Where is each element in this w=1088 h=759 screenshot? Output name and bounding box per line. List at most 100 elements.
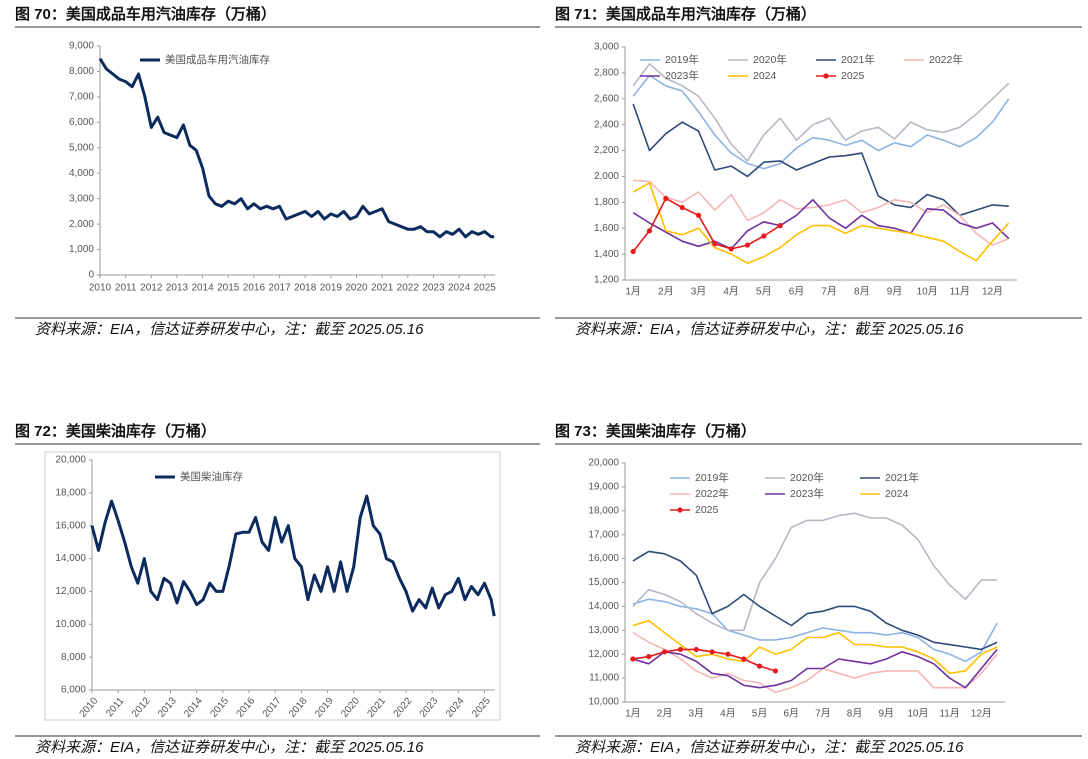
series-line bbox=[90, 494, 496, 617]
point-marker bbox=[777, 223, 783, 229]
x-tick-label: 1月 bbox=[625, 708, 641, 720]
y-tick-label: 6,000 bbox=[69, 117, 94, 128]
legend-label: 2020年 bbox=[753, 53, 787, 66]
x-tick-label: 2018 bbox=[294, 283, 317, 294]
series-line bbox=[632, 63, 1010, 162]
chart-frame bbox=[44, 451, 501, 721]
x-tick-label: 9月 bbox=[878, 708, 894, 720]
point-marker bbox=[646, 653, 652, 660]
x-tick-label: 11月 bbox=[950, 286, 970, 298]
x-tick-label: 6月 bbox=[783, 708, 799, 720]
point-marker bbox=[709, 649, 715, 655]
series-line bbox=[632, 182, 1010, 264]
y-tick-label: 8,000 bbox=[61, 652, 86, 663]
figure-title: 图 70：美国成品车用汽油库存（万桶） bbox=[15, 5, 276, 23]
series-line bbox=[632, 198, 1010, 250]
point-marker bbox=[725, 651, 731, 657]
y-tick-label: 7,000 bbox=[69, 92, 94, 103]
x-tick-label: 5月 bbox=[752, 708, 768, 720]
x-tick-label: 2020 bbox=[339, 695, 362, 719]
x-tick-label: 2019 bbox=[313, 695, 336, 719]
point-marker bbox=[661, 649, 668, 655]
point-marker bbox=[646, 228, 653, 234]
x-tick-label: 2010 bbox=[89, 283, 112, 294]
y-tick-label: 14,000 bbox=[588, 601, 619, 612]
x-tick-label: 2016 bbox=[243, 283, 266, 294]
x-tick-label: 12月 bbox=[971, 708, 992, 720]
legend-label: 2019年 bbox=[695, 471, 729, 484]
y-tick-label: 1,600 bbox=[594, 223, 619, 234]
x-tick-label: 2023 bbox=[422, 283, 445, 294]
legend-label: 2019年 bbox=[665, 53, 699, 66]
x-tick-label: 2022 bbox=[392, 695, 415, 719]
y-tick-label: 20,000 bbox=[588, 458, 619, 469]
source-note: 资料来源：EIA，信达证券研发中心，注：截至 2025.05.16 bbox=[35, 739, 424, 756]
series-line bbox=[632, 648, 776, 672]
series-line bbox=[632, 648, 998, 689]
x-tick-label: 1月 bbox=[625, 286, 641, 298]
x-tick-label: 10月 bbox=[907, 708, 928, 720]
x-tick-label: 2014 bbox=[191, 283, 214, 294]
y-tick-label: 6,000 bbox=[61, 685, 86, 696]
y-tick-label: 12,000 bbox=[588, 649, 619, 660]
source-note: 资料来源：EIA，信达证券研发中心，注：截至 2025.05.16 bbox=[575, 321, 964, 338]
point-marker bbox=[756, 663, 763, 669]
point-marker bbox=[772, 668, 779, 674]
point-marker bbox=[744, 242, 751, 248]
y-tick-label: 2,000 bbox=[69, 219, 94, 230]
x-tick-label: 2017 bbox=[268, 283, 291, 294]
legend-label: 2021年 bbox=[841, 53, 875, 66]
x-tick-label: 3月 bbox=[691, 286, 707, 298]
series-line bbox=[632, 632, 998, 694]
y-tick-label: 20,000 bbox=[55, 455, 86, 466]
y-tick-label: 16,000 bbox=[588, 553, 619, 564]
x-tick-label: 5月 bbox=[756, 286, 772, 298]
y-tick-label: 10,000 bbox=[588, 697, 619, 708]
y-tick-label: 2,200 bbox=[594, 145, 619, 156]
point-marker bbox=[761, 233, 767, 239]
x-tick-label: 9月 bbox=[887, 286, 903, 298]
point-marker bbox=[630, 656, 636, 662]
y-tick-label: 4,000 bbox=[69, 168, 94, 179]
legend-label: 美国柴油库存 bbox=[180, 470, 243, 483]
y-tick-label: 14,000 bbox=[55, 553, 86, 564]
y-tick-label: 9,000 bbox=[69, 41, 94, 52]
point-marker bbox=[630, 248, 636, 255]
y-tick-label: 2,600 bbox=[594, 93, 619, 104]
y-tick-label: 1,200 bbox=[594, 275, 619, 286]
x-tick-label: 2018 bbox=[287, 695, 310, 719]
x-tick-label: 4月 bbox=[723, 286, 739, 298]
x-tick-label: 2015 bbox=[217, 283, 240, 294]
series-line bbox=[632, 598, 998, 663]
x-tick-label: 2024 bbox=[444, 695, 467, 719]
y-tick-label: 18,000 bbox=[55, 487, 86, 498]
x-tick-label: 8月 bbox=[847, 708, 863, 720]
legend-label: 2020年 bbox=[790, 471, 824, 484]
x-tick-label: 2023 bbox=[418, 695, 441, 719]
y-tick-label: 2,000 bbox=[594, 171, 619, 182]
y-tick-label: 15,000 bbox=[588, 577, 619, 588]
y-tick-label: 1,800 bbox=[594, 197, 619, 208]
y-tick-label: 17,000 bbox=[588, 529, 619, 540]
series-line bbox=[632, 74, 1010, 170]
x-tick-label: 7月 bbox=[815, 708, 831, 720]
y-tick-label: 8,000 bbox=[69, 66, 94, 77]
series-line bbox=[632, 619, 998, 675]
legend-marker bbox=[823, 73, 829, 79]
series-line bbox=[633, 179, 1010, 246]
x-tick-label: 2月 bbox=[658, 286, 674, 298]
x-tick-label: 2021 bbox=[365, 695, 388, 719]
y-tick-label: 3,000 bbox=[69, 193, 94, 204]
y-tick-label: 1,400 bbox=[594, 249, 619, 260]
legend-label: 2025 bbox=[841, 70, 865, 82]
point-marker bbox=[728, 246, 734, 252]
x-tick-label: 2025 bbox=[474, 283, 497, 294]
legend-label: 2025 bbox=[695, 504, 719, 516]
legend-marker bbox=[677, 507, 683, 513]
x-tick-label: 2011 bbox=[115, 283, 137, 294]
y-tick-label: 11,000 bbox=[589, 673, 619, 684]
series-line bbox=[632, 512, 998, 632]
x-tick-label: 7月 bbox=[821, 286, 837, 298]
y-tick-label: 0 bbox=[88, 270, 94, 281]
